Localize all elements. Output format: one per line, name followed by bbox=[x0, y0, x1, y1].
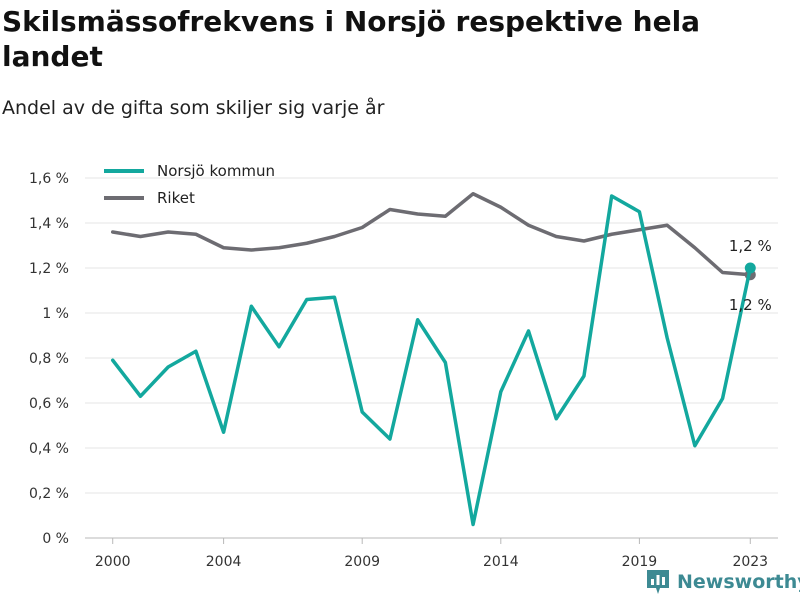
chart-subtitle: Andel av de gifta som skiljer sig varje … bbox=[2, 97, 385, 119]
legend-label-riket: Riket bbox=[157, 189, 195, 207]
y-tick-label: 0,4 % bbox=[29, 441, 69, 457]
end-point-norsjo bbox=[744, 262, 756, 274]
y-tick-label: 0,8 % bbox=[29, 351, 69, 367]
y-tick-label: 0 % bbox=[42, 531, 69, 547]
end-label-norsjo: 1,2 % bbox=[729, 237, 772, 255]
x-tick-label: 2023 bbox=[732, 554, 768, 570]
series-line-norsjo bbox=[110, 194, 753, 527]
y-tick-label: 1 % bbox=[42, 306, 69, 322]
series-lines bbox=[110, 192, 756, 527]
axes: 0 % 0,2 % 0,4 % 0,6 % 0,8 % 1 % 1,2 % 1,4 % 1,6 … bbox=[29, 171, 768, 570]
y-tick-label: 0,6 % bbox=[29, 396, 69, 412]
end-label-riket: 1,2 % bbox=[729, 296, 772, 314]
series-line-riket bbox=[110, 192, 753, 277]
legend-label-norsjo: Norsjö kommun bbox=[157, 162, 275, 180]
bar-chart-pin-icon bbox=[647, 570, 669, 594]
y-tick-label: 1,2 % bbox=[29, 261, 69, 277]
newsworthy-logo: Newsworthy bbox=[645, 568, 800, 596]
y-tick-label: 0,2 % bbox=[29, 486, 69, 502]
x-tick-label: 2014 bbox=[483, 554, 519, 570]
x-tick-label: 2004 bbox=[206, 554, 242, 570]
chart-title: Skilsmässofrekvens i Norsjö respektive h… bbox=[2, 5, 701, 73]
y-tick-label: 1,4 % bbox=[29, 216, 69, 232]
x-tick-label: 2000 bbox=[95, 554, 131, 570]
x-tick-label: 2019 bbox=[622, 554, 658, 570]
end-labels: 1,2 % 1,2 % bbox=[729, 237, 772, 314]
brand-name: Newsworthy bbox=[677, 571, 800, 593]
legend: Norsjö kommun Riket bbox=[104, 162, 275, 207]
x-tick-label: 2009 bbox=[344, 554, 380, 570]
y-tick-label: 1,6 % bbox=[29, 171, 69, 187]
